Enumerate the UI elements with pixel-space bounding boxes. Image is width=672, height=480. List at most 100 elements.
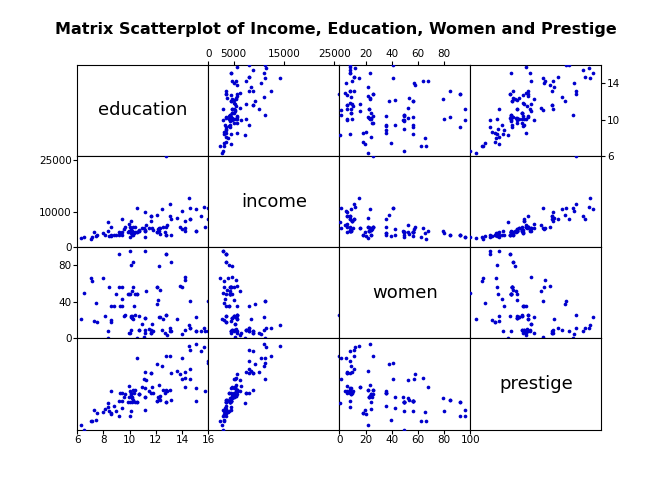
Point [517, 312, 528, 320]
Point [335, 204, 346, 212]
Point [478, 274, 489, 282]
Point [110, 407, 121, 414]
Point [569, 330, 579, 337]
Point [185, 346, 196, 354]
Point [216, 421, 227, 429]
Point [380, 122, 391, 130]
Point [217, 289, 228, 297]
Point [217, 426, 228, 434]
Point [444, 396, 455, 404]
Point [228, 312, 239, 320]
Point [76, 234, 87, 241]
Point [398, 111, 409, 119]
Point [525, 105, 536, 112]
Point [247, 386, 258, 394]
Point [410, 81, 421, 88]
Point [521, 223, 532, 231]
Point [505, 327, 516, 335]
Point [146, 326, 157, 334]
Point [232, 327, 243, 335]
Point [512, 105, 523, 113]
Point [387, 61, 398, 69]
Point [538, 298, 548, 305]
Point [110, 231, 121, 239]
Point [220, 404, 230, 411]
Point [514, 224, 525, 232]
Point [517, 226, 528, 233]
Point [345, 213, 355, 220]
Point [335, 354, 346, 362]
Point [508, 258, 519, 265]
Point [228, 390, 239, 397]
Point [198, 324, 209, 332]
Point [162, 387, 173, 395]
Point [454, 90, 465, 98]
Point [548, 106, 558, 113]
Point [363, 214, 374, 222]
Point [230, 384, 241, 391]
Point [521, 222, 532, 229]
Point [518, 215, 529, 223]
Point [151, 397, 162, 405]
Point [232, 129, 243, 137]
Point [505, 228, 516, 236]
Point [418, 77, 429, 85]
Point [344, 215, 355, 223]
Point [493, 105, 504, 112]
Point [341, 223, 352, 231]
Point [171, 214, 182, 222]
Point [230, 313, 241, 321]
Point [220, 87, 231, 95]
Point [344, 87, 355, 95]
Point [561, 298, 572, 305]
Point [151, 283, 162, 291]
Point [165, 324, 176, 332]
Point [549, 315, 560, 323]
Point [353, 194, 364, 202]
Point [387, 204, 398, 212]
Point [494, 231, 505, 239]
Point [571, 90, 581, 98]
Point [403, 222, 413, 229]
Point [342, 382, 353, 389]
Point [408, 97, 419, 105]
Point [224, 290, 235, 298]
Point [161, 223, 171, 231]
Point [274, 74, 285, 82]
Point [507, 283, 517, 291]
Point [140, 222, 151, 229]
Point [230, 325, 241, 333]
Point [423, 77, 433, 85]
Point [517, 326, 528, 334]
Point [511, 312, 522, 320]
Text: women: women [372, 284, 437, 302]
Point [114, 397, 125, 405]
Point [494, 317, 505, 324]
Point [138, 225, 149, 232]
Point [224, 111, 235, 119]
Point [522, 223, 533, 231]
Point [341, 79, 351, 87]
Point [471, 149, 482, 157]
Point [232, 315, 243, 323]
Point [122, 228, 133, 236]
Point [232, 387, 243, 395]
Point [522, 90, 533, 98]
Point [146, 369, 157, 376]
Point [231, 276, 242, 284]
Point [403, 377, 413, 384]
Point [154, 395, 165, 402]
Point [341, 387, 352, 395]
Point [103, 218, 114, 226]
Point [200, 327, 211, 335]
Point [507, 228, 517, 236]
Point [549, 83, 560, 91]
Point [106, 231, 116, 239]
Point [260, 64, 271, 72]
Point [363, 114, 374, 122]
Point [259, 334, 270, 341]
Point [339, 222, 350, 229]
Point [460, 406, 470, 414]
Point [224, 290, 235, 298]
Point [526, 100, 537, 108]
